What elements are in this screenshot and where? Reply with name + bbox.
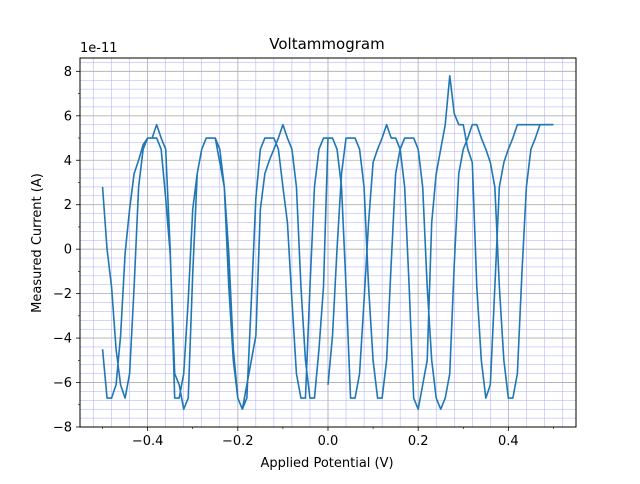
y-tick-label: 0 (64, 243, 72, 258)
series-line-3 (327, 123, 554, 411)
y-tick-label: 8 (64, 65, 72, 80)
x-axis-label: Applied Potential (V) (260, 456, 393, 471)
y-tick-label: 4 (64, 154, 72, 169)
x-ticks: −0.4 −0.2 0.0 0.2 0.4 (102, 427, 554, 449)
y-tick-label: 2 (64, 198, 72, 213)
x-tick-label: −0.2 (222, 434, 254, 449)
y-tick-label: 6 (64, 109, 72, 124)
y-tick-label: −6 (53, 376, 72, 391)
x-tick-label: −0.4 (132, 434, 164, 449)
chart-title: Voltammogram (269, 35, 384, 53)
series-line-2 (328, 74, 554, 411)
x-tick-label: 0.4 (498, 434, 519, 449)
y-axis-label: Measured Current (A) (30, 173, 45, 313)
plot-lines (101, 74, 554, 411)
x-tick-label: 0.0 (318, 434, 339, 449)
y-tick-label: −4 (53, 332, 72, 347)
x-tick-label: 0.2 (408, 434, 429, 449)
y-tick-label: −2 (53, 287, 72, 302)
y-tick-label: −8 (53, 421, 72, 436)
y-ticks: −8 −6 −4 −2 0 2 4 6 8 (53, 65, 80, 436)
y-offset-text: 1e-11 (80, 41, 118, 56)
